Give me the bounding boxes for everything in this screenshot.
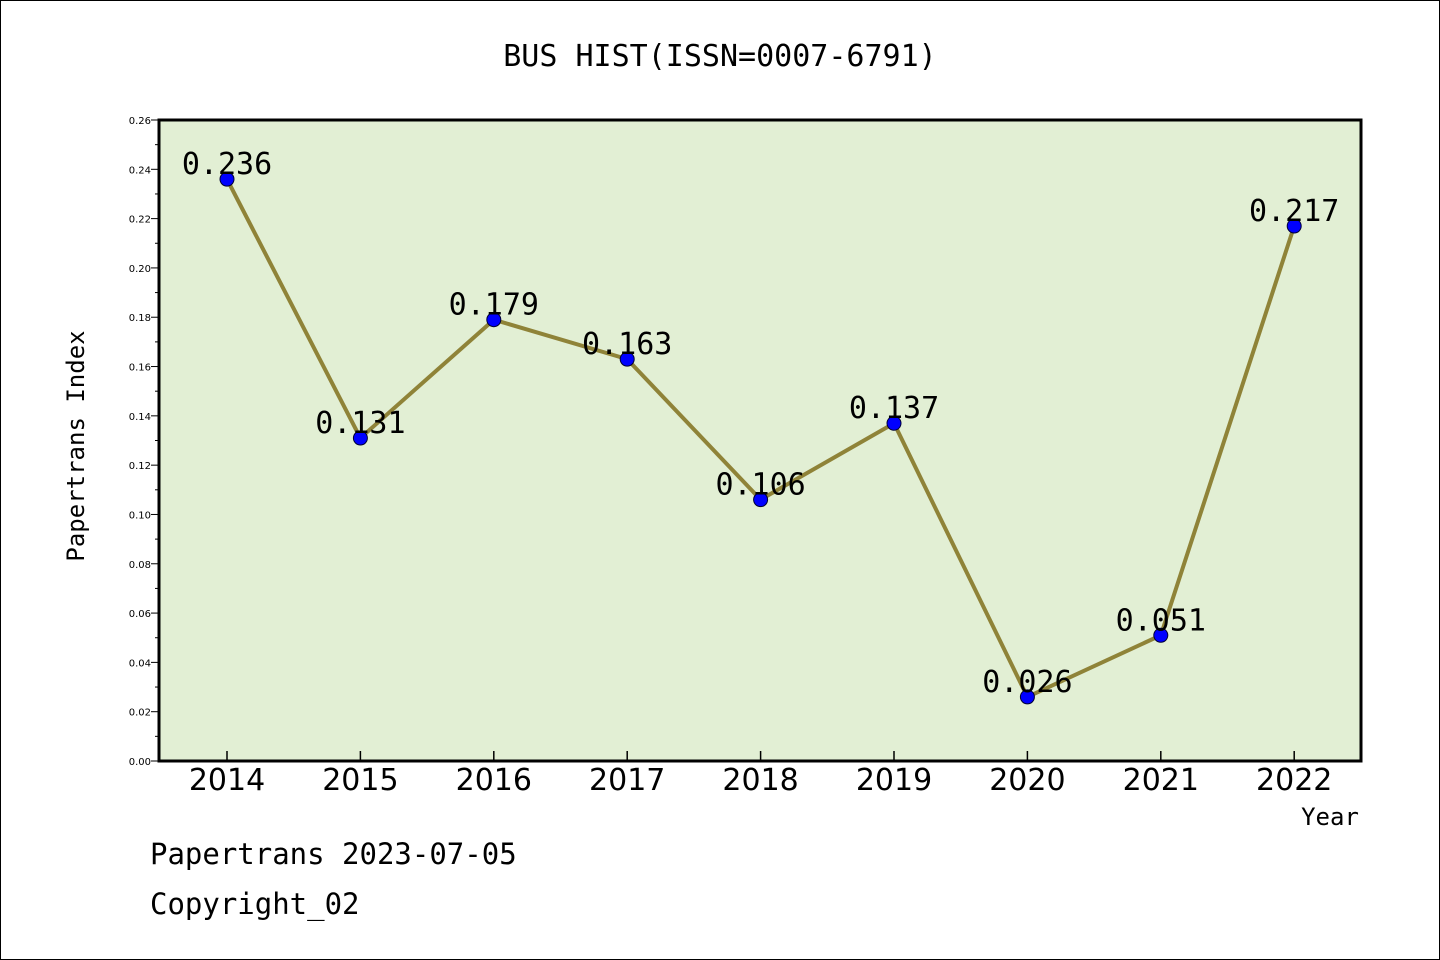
chart-title: BUS HIST(ISSN=0007-6791) <box>503 39 936 74</box>
data-label: 0.163 <box>582 327 672 362</box>
y-tick-label: 0.02 <box>129 708 151 719</box>
data-point <box>753 492 769 508</box>
y-tick-label: 0.04 <box>129 658 151 669</box>
y-tick-label: 0.12 <box>129 461 151 472</box>
data-label: 0.026 <box>982 665 1072 700</box>
data-point <box>352 430 368 446</box>
y-tick-label: 0.24 <box>129 165 151 176</box>
footer-date: Papertrans 2023-07-05 <box>150 837 517 871</box>
data-point <box>619 351 635 367</box>
y-tick-label: 0.14 <box>129 412 151 423</box>
y-tick-label: 0.16 <box>129 363 151 374</box>
x-tick-label: 2015 <box>322 763 398 798</box>
x-tick-label: 2018 <box>722 763 798 798</box>
x-axis-label: Year <box>1301 803 1359 831</box>
y-tick-label: 0.08 <box>129 560 151 571</box>
data-label: 0.051 <box>1116 603 1206 638</box>
y-tick-label: 0.06 <box>129 609 151 620</box>
y-tick-label: 0.22 <box>129 215 151 226</box>
data-point <box>886 415 902 431</box>
x-tick-label: 2020 <box>989 763 1065 798</box>
y-tick-label: 0.00 <box>129 757 151 768</box>
data-label: 0.106 <box>715 468 805 503</box>
data-label: 0.137 <box>849 391 939 426</box>
y-tick-label: 0.10 <box>129 510 151 521</box>
y-axis-label: Papertrans Index <box>62 330 90 561</box>
x-tick-label: 2022 <box>1256 763 1332 798</box>
data-label: 0.236 <box>182 147 272 182</box>
x-tick-label: 2019 <box>856 763 932 798</box>
data-point <box>1153 627 1169 643</box>
data-point <box>219 171 235 187</box>
data-label: 0.179 <box>449 288 539 323</box>
data-labels: 0.236 0.131 0.179 0.163 0.106 0.137 0.026 0.051… <box>182 147 1340 700</box>
data-point <box>1019 689 1035 705</box>
footer-copyright: Copyright_02 <box>150 887 360 922</box>
x-tick-label: 2016 <box>456 763 532 798</box>
data-label: 0.217 <box>1249 194 1339 229</box>
x-tick-label: 2021 <box>1123 763 1199 798</box>
y-axis-ticks: 0.00 0.02 0.04 0.06 0.08 0.10 0.12 0.14 0.16 0.18… <box>129 116 159 768</box>
x-tick-label: 2017 <box>589 763 665 798</box>
x-axis-ticks: 2014 2015 2016 2017 2018 2019 2020 2021 2022 <box>189 751 1332 798</box>
y-tick-label: 0.20 <box>129 264 151 275</box>
x-tick-label: 2014 <box>189 763 265 798</box>
data-point <box>1286 218 1302 234</box>
data-markers <box>219 171 1302 705</box>
y-tick-label: 0.26 <box>129 116 151 127</box>
y-tick-label: 0.18 <box>129 313 151 324</box>
data-point <box>486 312 502 328</box>
data-label: 0.131 <box>315 406 405 441</box>
